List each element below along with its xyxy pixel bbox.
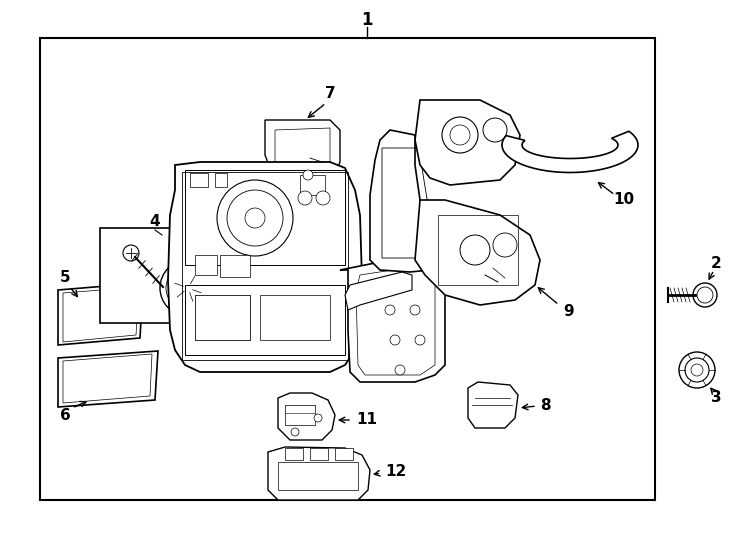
- Bar: [195, 295, 250, 340]
- Circle shape: [483, 118, 507, 142]
- Polygon shape: [58, 351, 158, 407]
- Polygon shape: [340, 258, 445, 382]
- Polygon shape: [415, 200, 540, 305]
- Bar: [278, 462, 358, 490]
- Circle shape: [415, 335, 425, 345]
- Text: 1: 1: [361, 11, 373, 29]
- Circle shape: [385, 305, 395, 315]
- Bar: [285, 405, 315, 425]
- Polygon shape: [168, 162, 362, 372]
- Bar: [285, 405, 315, 413]
- Circle shape: [685, 358, 709, 382]
- Circle shape: [442, 117, 478, 153]
- Circle shape: [395, 365, 405, 375]
- Circle shape: [390, 335, 400, 345]
- Bar: [195, 295, 250, 340]
- Circle shape: [410, 305, 420, 315]
- Text: 10: 10: [613, 192, 634, 207]
- Text: 9: 9: [563, 305, 574, 320]
- Text: 2: 2: [711, 255, 722, 271]
- Circle shape: [160, 260, 216, 316]
- Bar: [220, 255, 250, 277]
- Bar: [260, 295, 330, 340]
- Bar: [300, 175, 325, 195]
- Text: 3: 3: [711, 390, 722, 406]
- Polygon shape: [58, 283, 143, 345]
- Polygon shape: [265, 120, 340, 185]
- Circle shape: [460, 235, 490, 265]
- Circle shape: [314, 414, 322, 422]
- Polygon shape: [268, 447, 370, 500]
- Circle shape: [679, 352, 715, 388]
- Bar: [40, 38, 655, 500]
- Circle shape: [691, 364, 703, 376]
- Circle shape: [123, 245, 139, 261]
- Circle shape: [291, 428, 299, 436]
- Bar: [310, 448, 328, 460]
- Circle shape: [298, 191, 312, 205]
- Polygon shape: [345, 272, 412, 310]
- Circle shape: [286, 169, 298, 181]
- Circle shape: [450, 125, 470, 145]
- Text: 6: 6: [59, 408, 70, 422]
- Bar: [438, 215, 518, 285]
- Text: 7: 7: [324, 85, 335, 100]
- Bar: [335, 448, 353, 460]
- Circle shape: [316, 191, 330, 205]
- Polygon shape: [502, 131, 638, 172]
- Circle shape: [217, 180, 293, 256]
- Text: 4: 4: [150, 214, 160, 230]
- Circle shape: [303, 170, 313, 180]
- Text: 12: 12: [385, 464, 406, 480]
- Bar: [190, 173, 208, 187]
- Polygon shape: [370, 130, 445, 272]
- Text: 11: 11: [356, 413, 377, 428]
- Bar: [100, 228, 225, 323]
- Text: 8: 8: [540, 397, 550, 413]
- Circle shape: [493, 233, 517, 257]
- Polygon shape: [468, 382, 518, 428]
- Circle shape: [227, 190, 283, 246]
- Polygon shape: [415, 100, 520, 185]
- Polygon shape: [278, 393, 335, 440]
- Bar: [195, 255, 217, 275]
- Text: 5: 5: [59, 271, 70, 286]
- Circle shape: [166, 266, 210, 310]
- Circle shape: [693, 283, 717, 307]
- Circle shape: [697, 287, 713, 303]
- Bar: [285, 448, 303, 460]
- Circle shape: [245, 208, 265, 228]
- Bar: [215, 173, 227, 187]
